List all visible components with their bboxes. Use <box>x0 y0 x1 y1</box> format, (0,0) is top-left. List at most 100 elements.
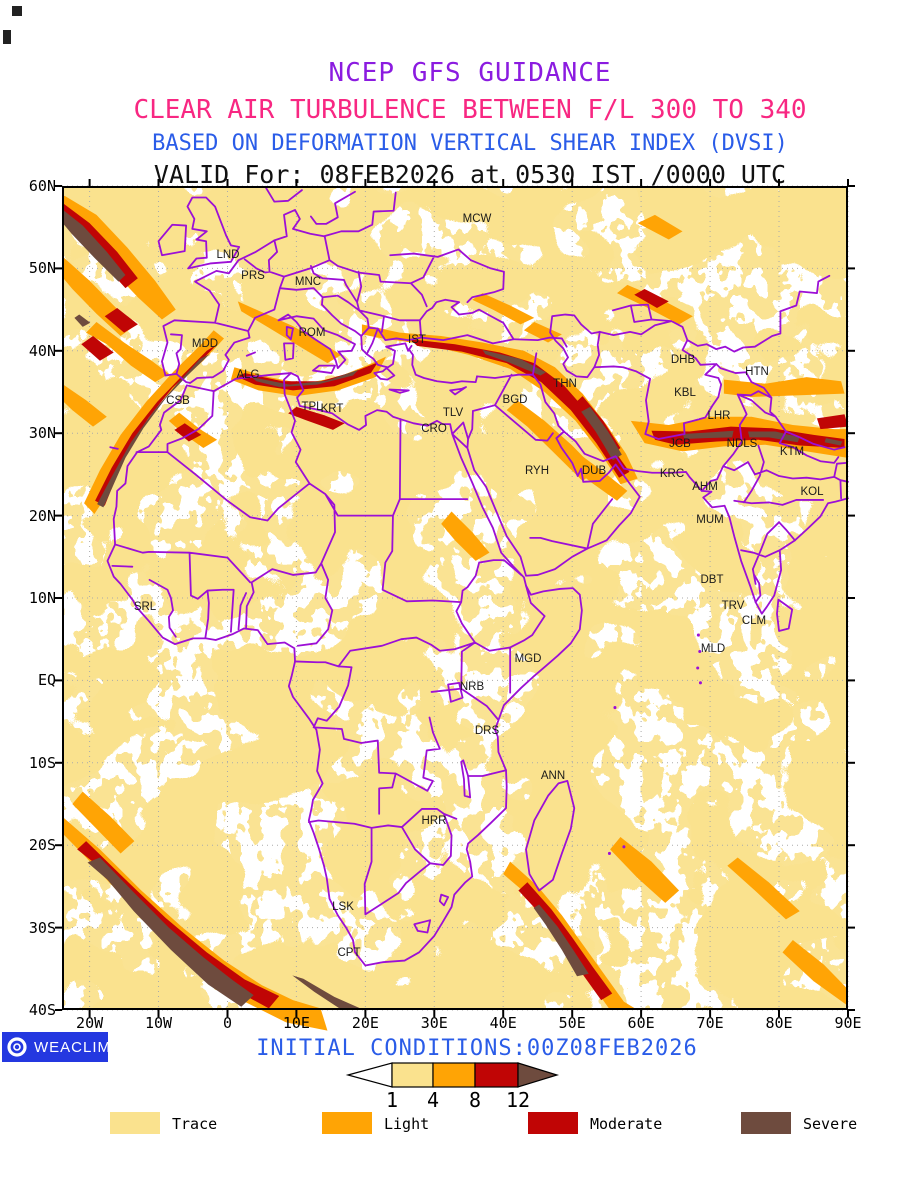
legend-label-moderate: Moderate <box>590 1115 663 1133</box>
lon-tick-label: 60E <box>627 1014 655 1032</box>
legend-label-light: Light <box>384 1115 430 1133</box>
station-label-krt: KRT <box>321 403 344 415</box>
chart-title-parameter: CLEAR AIR TURBULENCE BETWEEN F/L 300 TO … <box>133 95 807 125</box>
legend-label-severe: Severe <box>803 1115 858 1133</box>
severe-turbulence-areas <box>61 209 843 1010</box>
lat-tick-label: 60N <box>28 177 56 195</box>
station-label-mdd: MDD <box>192 338 218 350</box>
weaclim-watermark: WEACLIM <box>2 1032 112 1062</box>
station-label-ist: IST <box>408 334 426 346</box>
station-label-mum: MUM <box>696 514 723 526</box>
lon-tick-label: 10W <box>144 1014 173 1032</box>
chart-title-method: BASED ON DEFORMATION VERTICAL SHEAR INDE… <box>152 131 788 156</box>
internal-borders <box>112 236 848 932</box>
corner-artifact <box>3 30 11 44</box>
weaclim-label: WEACLIM <box>34 1038 112 1056</box>
station-label-csb: CSB <box>166 395 190 407</box>
weaclim-logo-icon <box>7 1037 27 1057</box>
lon-tick-label: 10E <box>282 1014 310 1032</box>
lat-tick-label: 40N <box>28 341 56 360</box>
island-dots <box>609 635 700 853</box>
station-label-lsk: LSK <box>332 901 354 913</box>
station-label-srl: SRL <box>134 601 157 613</box>
station-label-jcb: JCB <box>669 438 691 450</box>
lon-tick-label: 70E <box>696 1014 724 1032</box>
lat-tick-label: 20N <box>28 506 56 525</box>
station-label-kol: KOL <box>800 486 824 498</box>
axis-ticks <box>55 179 855 1017</box>
station-label-tlv: TLV <box>443 407 464 419</box>
colorbar-value: 8 <box>468 1088 482 1112</box>
colorbar-moderate-cell <box>474 1062 519 1088</box>
colorbar-light-cell <box>432 1062 476 1088</box>
station-label-mcw: MCW <box>463 213 492 225</box>
colorbar-left-arrow <box>345 1062 393 1088</box>
station-label-drs: DRS <box>475 725 500 737</box>
station-label-krc: KRC <box>660 468 684 480</box>
colorbar <box>345 1062 560 1088</box>
station-label-prs: PRS <box>241 270 265 282</box>
station-label-ktm: KTM <box>780 446 804 458</box>
lon-tick-label: 20W <box>76 1014 104 1032</box>
lon-tick-label: 80E <box>765 1014 793 1032</box>
lon-tick-label: 20E <box>351 1014 379 1032</box>
station-label-ahm: AHM <box>692 481 718 493</box>
coastlines <box>108 187 848 966</box>
station-label-mld: MLD <box>701 643 725 655</box>
lon-tick-label: 90E <box>834 1014 862 1032</box>
lat-tick-label: 50N <box>28 259 56 278</box>
lon-tick-label: 30E <box>420 1014 448 1032</box>
station-label-dhb: DHB <box>671 354 696 366</box>
lon-tick-label: 0 <box>222 1014 233 1032</box>
station-label-trv: TRV <box>722 600 745 612</box>
lat-tick-label: 30S <box>28 918 56 937</box>
lat-tick-label: 20S <box>28 836 56 855</box>
station-label-cpt: CPT <box>338 947 361 959</box>
map-frame <box>62 186 848 1010</box>
chart-title-model: NCEP GFS GUIDANCE <box>328 58 612 88</box>
station-label-ryh: RYH <box>525 465 549 477</box>
legend-label-trace: Trace <box>172 1115 218 1133</box>
station-label-nrb: NRB <box>460 681 485 693</box>
initial-conditions-label: INITIAL CONDITIONS:00Z08FEB2026 <box>256 1036 698 1061</box>
colorbar-value: 1 <box>385 1088 399 1112</box>
turbulence-map: MCW LND PRS MNC ROM IST MDD ALG CSB TPL KRT TLV CRO B… <box>55 179 855 1031</box>
legend-swatch-light <box>322 1112 372 1134</box>
station-label-rom: ROM <box>299 327 326 339</box>
station-label-clm: CLM <box>742 615 766 627</box>
station-label-lnd: LND <box>216 249 239 261</box>
colorbar-value: 4 <box>426 1088 440 1112</box>
colorbar-right-arrow <box>517 1062 560 1088</box>
chart-title-valid-time: VALID For: 08FEB2026 at 0530 IST /0000 U… <box>153 160 787 189</box>
station-label-tpl: TPL <box>301 401 323 413</box>
station-label-dub: DUB <box>582 465 607 477</box>
station-label-dbt: DBT <box>701 574 724 586</box>
station-label-kbl: KBL <box>674 387 696 399</box>
legend-swatch-moderate <box>528 1112 578 1134</box>
station-label-bgd: BGD <box>503 394 528 406</box>
legend-swatch-severe <box>741 1112 791 1134</box>
lon-tick-label: 40E <box>489 1014 517 1032</box>
station-label-thn: THN <box>553 378 577 390</box>
station-label-alg: ALG <box>236 369 259 381</box>
station-label-htn: HTN <box>745 366 769 378</box>
colorbar-value: 12 <box>505 1088 531 1112</box>
station-label-ann: ANN <box>541 770 565 782</box>
station-label-mnc: MNC <box>295 276 321 288</box>
country-borders <box>108 187 848 966</box>
station-label-ndls: NDLS <box>727 438 758 450</box>
lat-tick-label: 10N <box>28 589 56 607</box>
lon-tick-label: 50E <box>558 1014 586 1032</box>
legend-swatch-trace <box>110 1112 160 1134</box>
lat-tick-label: 30N <box>28 424 56 443</box>
station-label-mgd: MGD <box>515 653 542 665</box>
colorbar-trace-cell <box>391 1062 434 1088</box>
lat-tick-label: 40S <box>28 1001 56 1019</box>
lat-tick-label: 10S <box>28 753 56 772</box>
station-label-hrr: HRR <box>422 815 447 827</box>
corner-artifact <box>12 6 22 16</box>
station-label-cro: CRO <box>421 423 447 435</box>
station-label-lhr: LHR <box>707 410 730 422</box>
